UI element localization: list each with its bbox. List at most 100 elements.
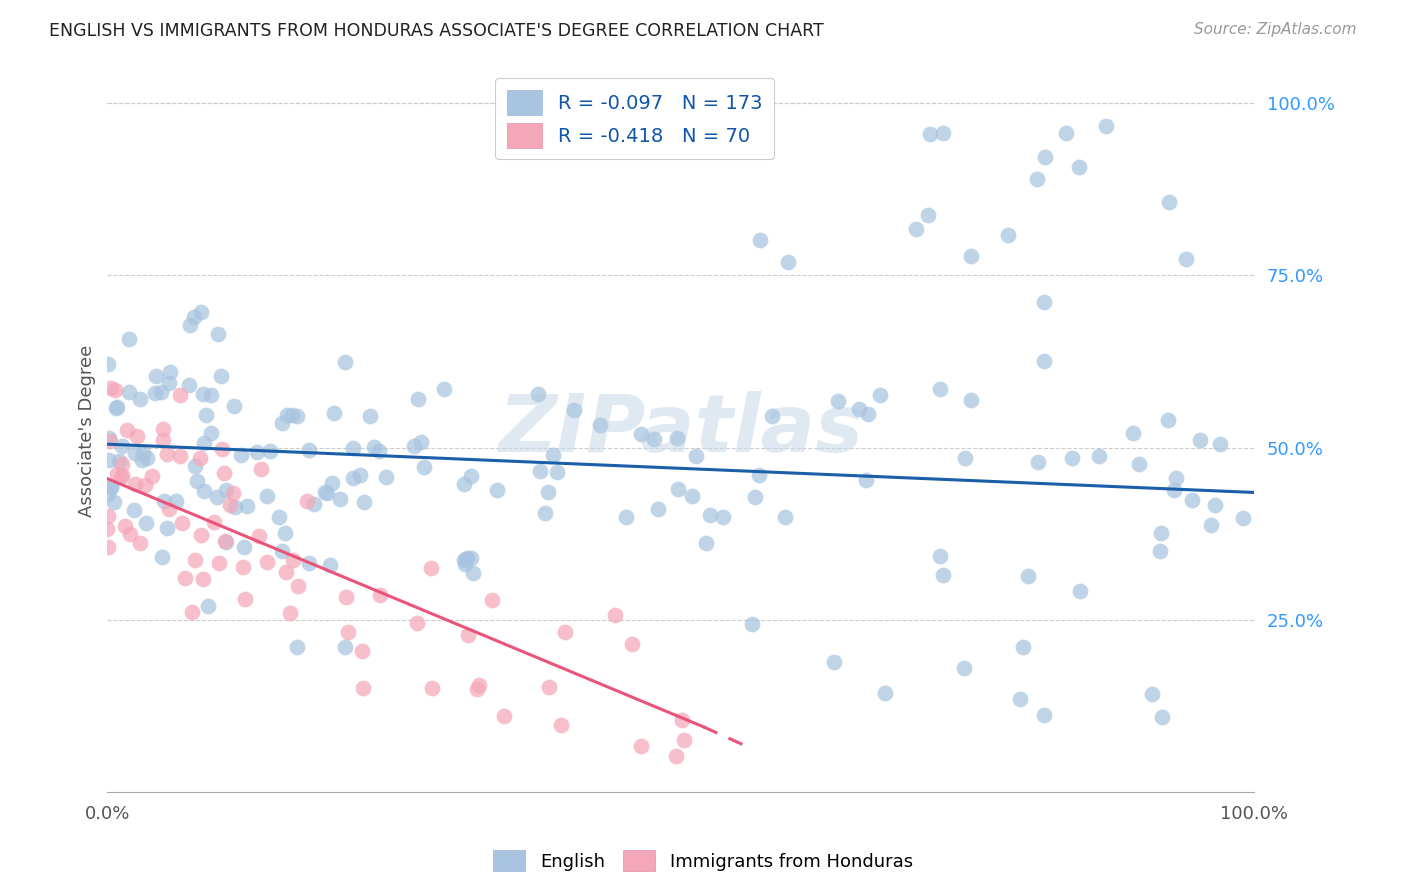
Point: [529, 464, 551, 478]
Point: [875, 686, 897, 700]
Point: [342, 441, 364, 455]
Point: [270, 416, 292, 430]
Point: [1033, 294, 1056, 309]
Point: [1128, 457, 1150, 471]
Point: [215, 535, 238, 549]
Point: [342, 471, 364, 485]
Point: [256, 555, 278, 569]
Point: [184, 458, 207, 473]
Point: [183, 553, 205, 567]
Point: [1159, 195, 1181, 210]
Point: [1069, 583, 1091, 598]
Point: [173, 571, 195, 585]
Point: [297, 494, 319, 508]
Point: [278, 606, 301, 620]
Point: [191, 572, 214, 586]
Point: [1209, 437, 1232, 451]
Point: [165, 494, 187, 508]
Point: [134, 477, 156, 491]
Point: [97, 540, 120, 554]
Point: [100, 480, 122, 494]
Point: [1008, 691, 1031, 706]
Point: [145, 368, 167, 383]
Point: [404, 440, 426, 454]
Point: [246, 444, 269, 458]
Point: [321, 475, 343, 490]
Point: [236, 499, 259, 513]
Text: ENGLISH VS IMMIGRANTS FROM HONDURAS ASSOCIATE'S DEGREE CORRELATION CHART: ENGLISH VS IMMIGRANTS FROM HONDURAS ASSO…: [49, 22, 824, 40]
Point: [207, 491, 229, 505]
Point: [219, 498, 242, 512]
Point: [143, 386, 166, 401]
Point: [1011, 640, 1033, 654]
Point: [212, 466, 235, 480]
Point: [181, 605, 204, 619]
Point: [329, 491, 352, 506]
Point: [918, 127, 941, 141]
Point: [1033, 353, 1056, 368]
Point: [157, 376, 180, 390]
Point: [233, 591, 256, 606]
Point: [526, 386, 548, 401]
Point: [1028, 455, 1050, 469]
Point: [202, 515, 225, 529]
Legend: R = -0.097   N = 173, R = -0.418   N = 70: R = -0.097 N = 173, R = -0.418 N = 70: [495, 78, 773, 160]
Point: [197, 599, 219, 614]
Point: [685, 449, 707, 463]
Point: [335, 590, 357, 604]
Point: [665, 748, 688, 763]
Point: [953, 451, 976, 466]
Point: [960, 249, 983, 263]
Point: [541, 448, 564, 462]
Point: [285, 640, 308, 654]
Point: [749, 233, 772, 247]
Point: [420, 561, 443, 575]
Point: [359, 409, 381, 423]
Point: [353, 495, 375, 509]
Point: [105, 400, 128, 414]
Point: [671, 714, 693, 728]
Point: [405, 615, 427, 630]
Point: [132, 445, 155, 459]
Point: [131, 452, 153, 467]
Point: [209, 368, 232, 383]
Point: [336, 625, 359, 640]
Point: [711, 510, 734, 524]
Point: [97, 431, 120, 445]
Point: [460, 551, 482, 566]
Point: [374, 470, 396, 484]
Point: [465, 681, 488, 696]
Point: [367, 443, 389, 458]
Point: [630, 739, 652, 753]
Point: [222, 486, 245, 500]
Point: [183, 310, 205, 324]
Point: [1054, 126, 1077, 140]
Point: [100, 480, 122, 494]
Point: [232, 560, 254, 574]
Point: [1188, 433, 1211, 447]
Point: [156, 447, 179, 461]
Point: [298, 443, 321, 458]
Point: [744, 491, 766, 505]
Point: [186, 475, 208, 489]
Point: [761, 409, 783, 423]
Point: [932, 126, 955, 140]
Point: [467, 678, 489, 692]
Point: [193, 483, 215, 498]
Point: [546, 465, 568, 479]
Point: [103, 495, 125, 509]
Point: [135, 516, 157, 531]
Point: [630, 426, 652, 441]
Point: [281, 553, 304, 567]
Point: [193, 436, 215, 450]
Point: [200, 425, 222, 440]
Point: [695, 535, 717, 549]
Text: ZIPatlas: ZIPatlas: [498, 392, 863, 469]
Point: [773, 509, 796, 524]
Point: [1060, 450, 1083, 465]
Point: [603, 608, 626, 623]
Point: [127, 429, 149, 443]
Point: [110, 469, 132, 483]
Point: [537, 680, 560, 694]
Point: [208, 556, 231, 570]
